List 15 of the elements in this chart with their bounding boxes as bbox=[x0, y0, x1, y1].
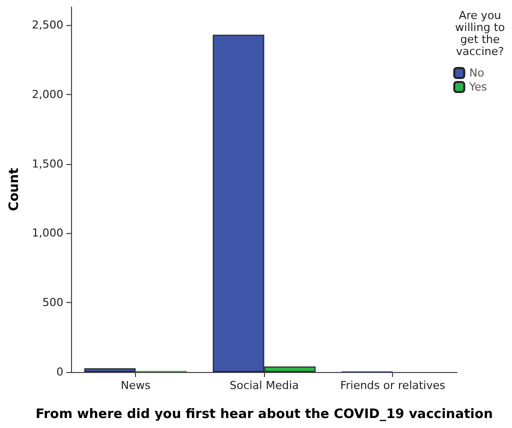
y-axis-title: Count bbox=[7, 168, 22, 212]
legend-label: No bbox=[469, 66, 484, 80]
x-axis-title: From where did you first hear about the COVID_19 vaccination bbox=[36, 407, 493, 422]
y-tick-label: 2,500 bbox=[32, 18, 64, 32]
y-tick-label: 500 bbox=[42, 296, 64, 310]
x-tick-label: Social Media bbox=[230, 379, 299, 392]
y-tick-label: 2,000 bbox=[32, 88, 64, 101]
y-tick-label: 1,500 bbox=[32, 157, 64, 170]
legend-title: Are you willing to get the vaccine? bbox=[454, 9, 506, 58]
bar bbox=[84, 368, 136, 372]
y-tick-label: 1,000 bbox=[32, 226, 64, 240]
y-tick-label: 0 bbox=[56, 366, 64, 378]
x-tick-label: News bbox=[120, 379, 151, 392]
x-tick-label: Friends or relatives bbox=[340, 379, 446, 392]
legend-label: Yes bbox=[468, 80, 488, 94]
